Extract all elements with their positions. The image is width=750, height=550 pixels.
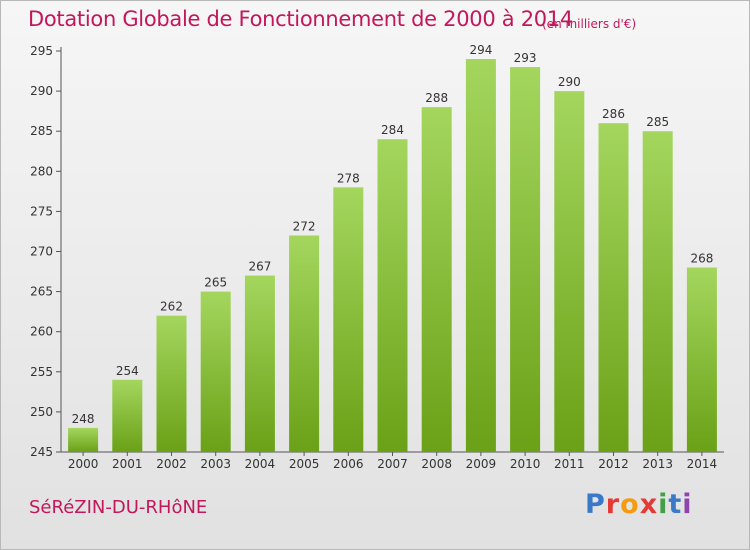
x-tick-label: 2003 xyxy=(200,457,231,471)
y-tick-label: 280 xyxy=(30,164,53,178)
bar xyxy=(554,91,585,452)
x-tick-label: 2005 xyxy=(289,457,320,471)
logo-letter: i xyxy=(682,489,693,520)
bar xyxy=(598,123,629,453)
data-label: 293 xyxy=(514,51,537,65)
data-label: 248 xyxy=(72,412,95,426)
logo-letter: r xyxy=(605,489,621,520)
bar xyxy=(642,131,673,452)
x-tick-label: 2009 xyxy=(466,457,497,471)
data-label: 268 xyxy=(690,252,713,266)
logo-letter: i xyxy=(658,489,669,520)
data-label: 278 xyxy=(337,171,360,185)
bar xyxy=(156,315,187,452)
unit-label: (en milliers d'€) xyxy=(542,17,637,31)
x-tick-label: 2012 xyxy=(598,457,629,471)
x-tick-label: 2008 xyxy=(421,457,452,471)
y-tick-label: 295 xyxy=(30,44,53,58)
bar xyxy=(112,379,143,452)
y-tick-label: 245 xyxy=(30,445,53,459)
logo-letter: o xyxy=(620,489,640,520)
y-tick-label: 250 xyxy=(30,405,53,419)
x-tick-label: 2006 xyxy=(333,457,364,471)
data-label: 272 xyxy=(293,219,316,233)
y-tick-label: 270 xyxy=(30,245,53,259)
bar xyxy=(465,59,496,453)
data-label: 265 xyxy=(204,276,227,290)
chart-labels: 248 2000 254 2001 262 2002 265 2003 267 2004 272 20… xyxy=(68,43,717,471)
y-tick-label: 275 xyxy=(30,204,53,218)
commune-name: SéRéZIN-DU-RHôNE xyxy=(29,497,208,518)
y-tick-label: 290 xyxy=(30,84,53,98)
x-tick-label: 2002 xyxy=(156,457,187,471)
bar xyxy=(68,427,99,452)
chart-title: Dotation Globale de Fonctionnement de 20… xyxy=(28,7,573,31)
bar xyxy=(200,291,231,452)
y-tick-label: 260 xyxy=(30,325,53,339)
bar xyxy=(686,267,717,452)
bar xyxy=(244,275,275,452)
x-tick-label: 2011 xyxy=(554,457,585,471)
bar xyxy=(289,235,320,452)
x-tick-label: 2010 xyxy=(510,457,541,471)
x-tick-label: 2013 xyxy=(642,457,673,471)
proxiti-logo: Proxiti xyxy=(585,489,693,520)
y-tick-label: 285 xyxy=(30,124,53,138)
x-tick-label: 2001 xyxy=(112,457,143,471)
data-label: 288 xyxy=(425,91,448,105)
logo-letter: P xyxy=(585,489,606,520)
data-label: 262 xyxy=(160,300,183,314)
chart-bars xyxy=(68,59,717,453)
data-label: 290 xyxy=(558,75,581,89)
x-tick-label: 2014 xyxy=(687,457,718,471)
data-label: 254 xyxy=(116,364,139,378)
bar xyxy=(333,187,364,452)
data-label: 285 xyxy=(646,115,669,129)
data-label: 286 xyxy=(602,107,625,121)
data-label: 267 xyxy=(248,260,271,274)
y-tick-label: 265 xyxy=(30,285,53,299)
chart-axes: 245 250 255 260 265 270 275 280 285 290 295 xyxy=(30,44,724,459)
x-tick-label: 2004 xyxy=(245,457,276,471)
bar xyxy=(510,67,541,452)
data-label: 294 xyxy=(469,43,492,57)
logo-letter: t xyxy=(668,489,683,520)
x-tick-label: 2000 xyxy=(68,457,99,471)
bar xyxy=(421,107,452,452)
x-tick-label: 2007 xyxy=(377,457,408,471)
bar xyxy=(377,139,408,452)
y-tick-label: 255 xyxy=(30,365,53,379)
logo-letter: x xyxy=(639,489,659,520)
data-label: 284 xyxy=(381,123,404,137)
